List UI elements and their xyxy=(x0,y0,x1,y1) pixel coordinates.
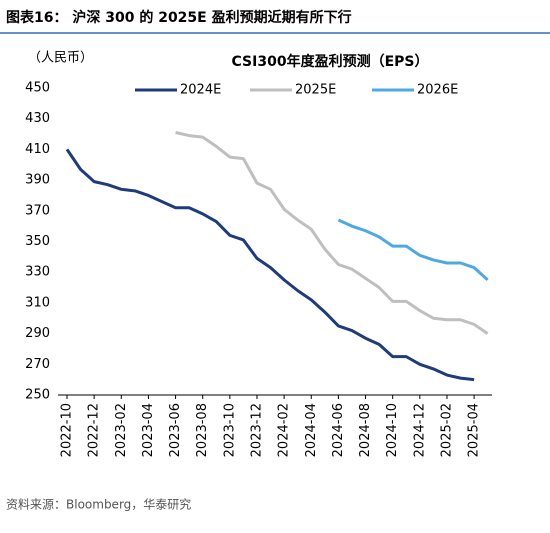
x-tick-label: 2025-02 xyxy=(439,403,454,457)
y-tick-label: 310 xyxy=(25,295,50,310)
y-tick-label: 330 xyxy=(25,265,50,280)
y-axis-label: （人民币） xyxy=(28,51,93,66)
y-tick-label: 290 xyxy=(25,326,50,341)
y-tick-label: 250 xyxy=(25,388,50,403)
series-line xyxy=(337,218,489,281)
x-tick-label: 2024-12 xyxy=(412,403,427,457)
x-tick-label: 2023-06 xyxy=(168,403,183,457)
y-tick-label: 450 xyxy=(25,81,50,96)
legend-label: 2026E xyxy=(417,83,458,98)
source: 资料来源：Bloomberg，华泰研究 xyxy=(6,497,191,512)
x-tick-label: 2023-04 xyxy=(141,403,156,457)
x-tick-label: 2023-10 xyxy=(222,403,237,457)
y-tick-label: 350 xyxy=(25,234,50,249)
y-tick-label: 370 xyxy=(25,203,50,218)
y-tick-label: 410 xyxy=(25,142,50,157)
x-tick-label: 2024-10 xyxy=(385,403,400,457)
legend-label: 2025E xyxy=(295,83,336,98)
x-tick-label: 2023-08 xyxy=(195,403,210,457)
x-tick-label: 2025-04 xyxy=(467,403,482,457)
series-line xyxy=(175,131,489,335)
x-tick-label: 2024-02 xyxy=(277,403,292,457)
x-tick-label: 2024-04 xyxy=(304,403,319,457)
chart-title: CSI300年度盈利预测（EPS） xyxy=(232,53,429,70)
x-tick-label: 2023-12 xyxy=(249,403,264,457)
x-tick-label: 2022-12 xyxy=(87,403,102,457)
y-tick-label: 270 xyxy=(25,357,50,372)
figure-title: 图表16： 沪深 300 的 2025E 盈利预期近期有所下行 xyxy=(6,9,352,26)
x-tick-label: 2024-08 xyxy=(358,403,373,457)
y-tick-label: 430 xyxy=(25,111,50,126)
x-tick-label: 2023-02 xyxy=(114,403,129,457)
x-tick-label: 2022-10 xyxy=(60,403,75,457)
series-line xyxy=(65,148,475,382)
y-tick-label: 390 xyxy=(25,173,50,188)
legend-label: 2024E xyxy=(180,83,221,98)
x-tick-label: 2024-06 xyxy=(331,403,346,457)
